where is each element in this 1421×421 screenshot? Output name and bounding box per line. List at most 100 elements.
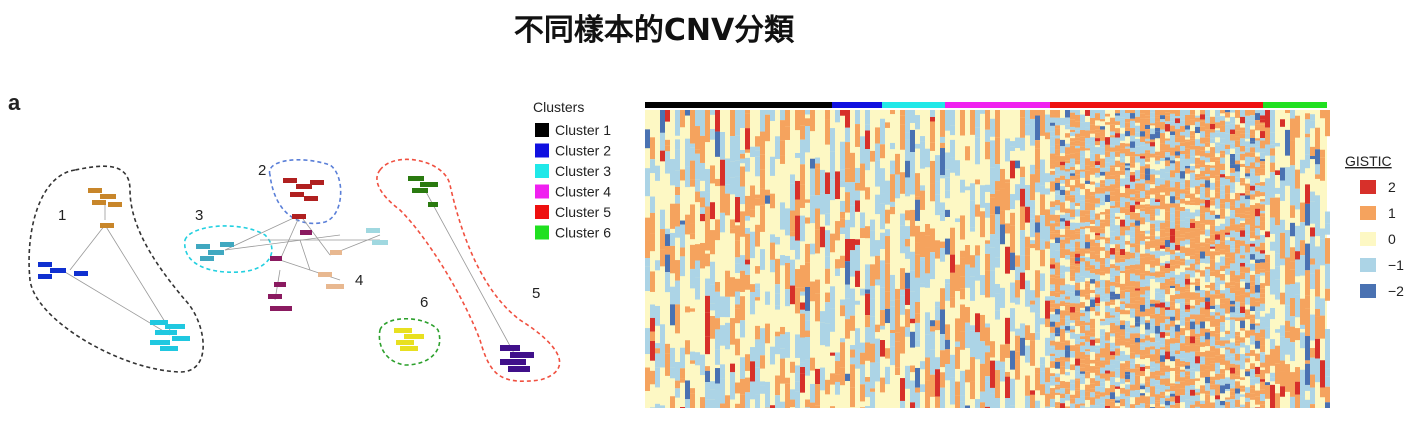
heatmap-cell — [1065, 244, 1070, 249]
heatmap-cell — [1025, 376, 1030, 396]
heatmap-cell — [870, 344, 875, 363]
heatmap-cell — [815, 384, 820, 405]
heatmap-cell — [1140, 110, 1145, 114]
heatmap-cell — [1160, 169, 1165, 171]
heatmap-cell — [690, 180, 695, 187]
heatmap-cell — [1200, 156, 1205, 160]
heatmap-cell — [1160, 251, 1165, 256]
heatmap-cell — [1260, 186, 1265, 192]
heatmap-cell — [1270, 172, 1275, 198]
heatmap-cell — [755, 395, 760, 408]
heatmap-cell — [1050, 376, 1055, 380]
heatmap-cell — [1180, 351, 1185, 358]
heatmap-cell — [1190, 405, 1195, 408]
heatmap-cell — [745, 158, 750, 172]
heatmap-cell — [1105, 214, 1110, 219]
heatmap-cell — [900, 116, 905, 125]
heatmap-cell — [1110, 214, 1115, 219]
heatmap-cell — [1010, 379, 1015, 406]
heatmap-cell — [1075, 121, 1080, 127]
heatmap-cell — [720, 132, 725, 160]
heatmap-cell — [1090, 325, 1095, 328]
heatmap-cell — [740, 211, 745, 236]
heatmap-cell — [1180, 317, 1185, 320]
heatmap-cell — [1190, 283, 1195, 285]
heatmap-cell — [755, 151, 760, 157]
heatmap-cell — [1120, 379, 1125, 384]
heatmap-cell — [1165, 346, 1170, 352]
heatmap-cell — [1060, 170, 1065, 175]
heatmap-cell — [1135, 133, 1140, 137]
heatmap-cell — [1190, 372, 1195, 379]
heatmap-cell — [1030, 305, 1035, 313]
heatmap-cell — [1145, 323, 1150, 330]
heatmap-cell — [1130, 390, 1135, 397]
heatmap-cell — [1105, 298, 1110, 301]
heatmap-cell — [825, 293, 830, 303]
heatmap-cell — [1245, 141, 1250, 147]
heatmap-cell — [1225, 258, 1230, 266]
heatmap-cell — [855, 191, 860, 201]
heatmap-cell — [1055, 402, 1060, 406]
heatmap-cell — [1220, 401, 1225, 405]
heatmap-cell — [1030, 244, 1035, 248]
heatmap-cell — [1245, 127, 1250, 133]
heatmap-cell — [1115, 320, 1120, 325]
heatmap-cell — [1160, 171, 1165, 178]
heatmap-cell — [1130, 157, 1135, 164]
heatmap-cell — [925, 381, 930, 408]
heatmap-cell — [1270, 373, 1275, 377]
heatmap-cell — [1125, 146, 1130, 148]
heatmap-cell — [1305, 336, 1310, 360]
heatmap-cell — [1200, 308, 1205, 315]
heatmap-cell — [745, 354, 750, 371]
heatmap-cell — [1045, 407, 1050, 408]
heatmap-cell — [1240, 288, 1245, 295]
heatmap-cell — [1155, 202, 1160, 206]
heatmap-cell — [1030, 213, 1035, 218]
heatmap-cell — [1090, 388, 1095, 392]
heatmap-cell — [900, 378, 905, 401]
heatmap-cell — [1020, 167, 1025, 178]
heatmap-cell — [775, 332, 780, 337]
heatmap-cell — [1215, 270, 1220, 278]
heatmap-cell — [745, 392, 750, 408]
heatmap-cell — [1090, 147, 1095, 154]
heatmap-cell — [1125, 310, 1130, 314]
heatmap-cell — [1235, 256, 1240, 264]
heatmap-cell — [930, 375, 935, 397]
heatmap-cell — [1165, 289, 1170, 295]
heatmap-cell — [1250, 169, 1255, 173]
heatmap-cell — [930, 320, 935, 326]
heatmap-cell — [1240, 182, 1245, 185]
heatmap-cell — [1115, 152, 1120, 157]
heatmap-cell — [1100, 336, 1105, 341]
heatmap-cell — [705, 169, 710, 192]
heatmap-cell — [1180, 126, 1185, 132]
heatmap-cell — [1255, 167, 1260, 174]
heatmap-cell — [1235, 171, 1240, 177]
heatmap-cell — [1210, 251, 1215, 259]
heatmap-cell — [1125, 327, 1130, 333]
heatmap-cell — [1270, 148, 1275, 155]
heatmap-cell — [905, 366, 910, 389]
heatmap-cell — [1165, 307, 1170, 310]
heatmap-cell — [845, 192, 850, 212]
heatmap-cell — [1050, 300, 1055, 303]
heatmap-cell — [1095, 243, 1100, 247]
heatmap-cell — [1120, 371, 1125, 379]
heatmap-cell — [1255, 341, 1260, 349]
heatmap-cell — [1080, 164, 1085, 170]
heatmap-cell — [1075, 160, 1080, 164]
heatmap-cell — [740, 110, 745, 128]
heatmap-cell — [1190, 212, 1195, 218]
heatmap-cell — [750, 185, 755, 209]
heatmap-cell — [745, 196, 750, 216]
heatmap-cell — [1100, 368, 1105, 374]
heatmap-cell — [1075, 254, 1080, 258]
heatmap-cell — [920, 136, 925, 142]
heatmap-cell — [980, 110, 985, 114]
heatmap-cell — [840, 368, 845, 386]
heatmap-cell — [1215, 215, 1220, 219]
heatmap-cell — [1160, 294, 1165, 298]
